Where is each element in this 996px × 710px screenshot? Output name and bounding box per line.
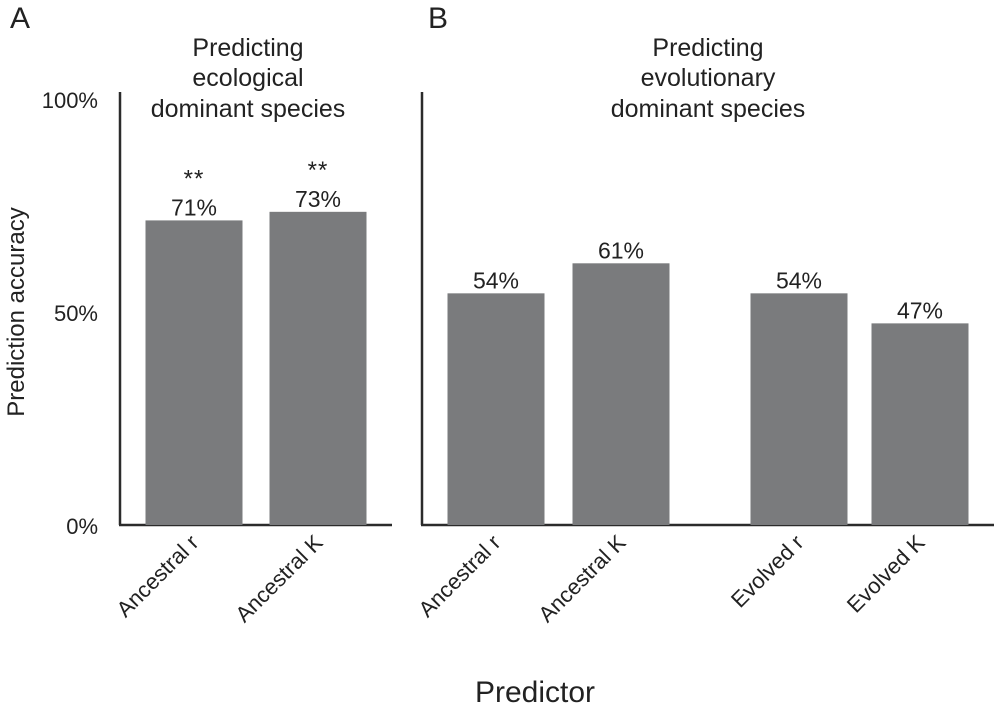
panel-b-category-label-2: Ancestral K (533, 530, 630, 627)
panel-b-data-label-2: 61% (598, 237, 644, 263)
panel-letter-a: A (10, 2, 30, 35)
x-axis-label: Predictor (475, 676, 595, 709)
panel-b-bar-4 (871, 323, 969, 525)
y-tick-label-100: 100% (42, 88, 98, 113)
panel-b-data-label-1: 54% (473, 267, 519, 293)
panel-b-marks: 54% Ancestral r 61% Ancestral K 54% Evolved r… (414, 237, 969, 627)
panel-a-significance-2: ** (308, 157, 329, 184)
panel-a-title: Predicting ecological dominant species (151, 34, 346, 123)
panel-b-data-label-3: 54% (776, 267, 822, 293)
panel-b-data-label-4: 47% (897, 297, 943, 323)
panel-a-significance-1: ** (184, 165, 205, 192)
panel-a-data-label-1: 71% (171, 194, 217, 220)
y-axis-label: Prediction accuracy (3, 207, 30, 416)
panel-b-category-label-3: Evolved r (726, 530, 809, 613)
y-tick-label-50: 50% (54, 301, 98, 326)
panel-a-category-label-1: Ancestral r (112, 530, 204, 622)
panel-b-title-line-3: dominant species (611, 95, 806, 123)
panel-a-bar-1 (145, 220, 243, 525)
y-tick-label-0: 0% (66, 514, 98, 539)
panel-b-bar-3 (750, 293, 848, 525)
panel-a-title-line-2: ecological (192, 64, 303, 92)
panel-a-title-line-3: dominant species (151, 95, 346, 123)
panel-b-category-label-1: Ancestral r (414, 530, 506, 622)
panel-letter-b: B (428, 2, 448, 35)
panel-b-category-label-4: Evolved K (842, 530, 930, 618)
panel-a-category-label-2: Ancestral K (230, 530, 327, 627)
panel-b-bar-2 (572, 263, 670, 525)
panel-a-marks: 71%**Ancestral r73%**Ancestral K (112, 157, 367, 627)
panel-a-title-line-1: Predicting (192, 34, 303, 62)
panel-b-title: Predicting evolutionary dominant species (611, 34, 806, 123)
panel-b-title-line-1: Predicting (652, 34, 763, 62)
panel-b-bar-1 (447, 293, 545, 525)
panel-a-bar-2 (269, 211, 367, 525)
panel-a-data-label-2: 73% (295, 186, 341, 212)
panel-b-title-line-2: evolutionary (641, 64, 776, 92)
